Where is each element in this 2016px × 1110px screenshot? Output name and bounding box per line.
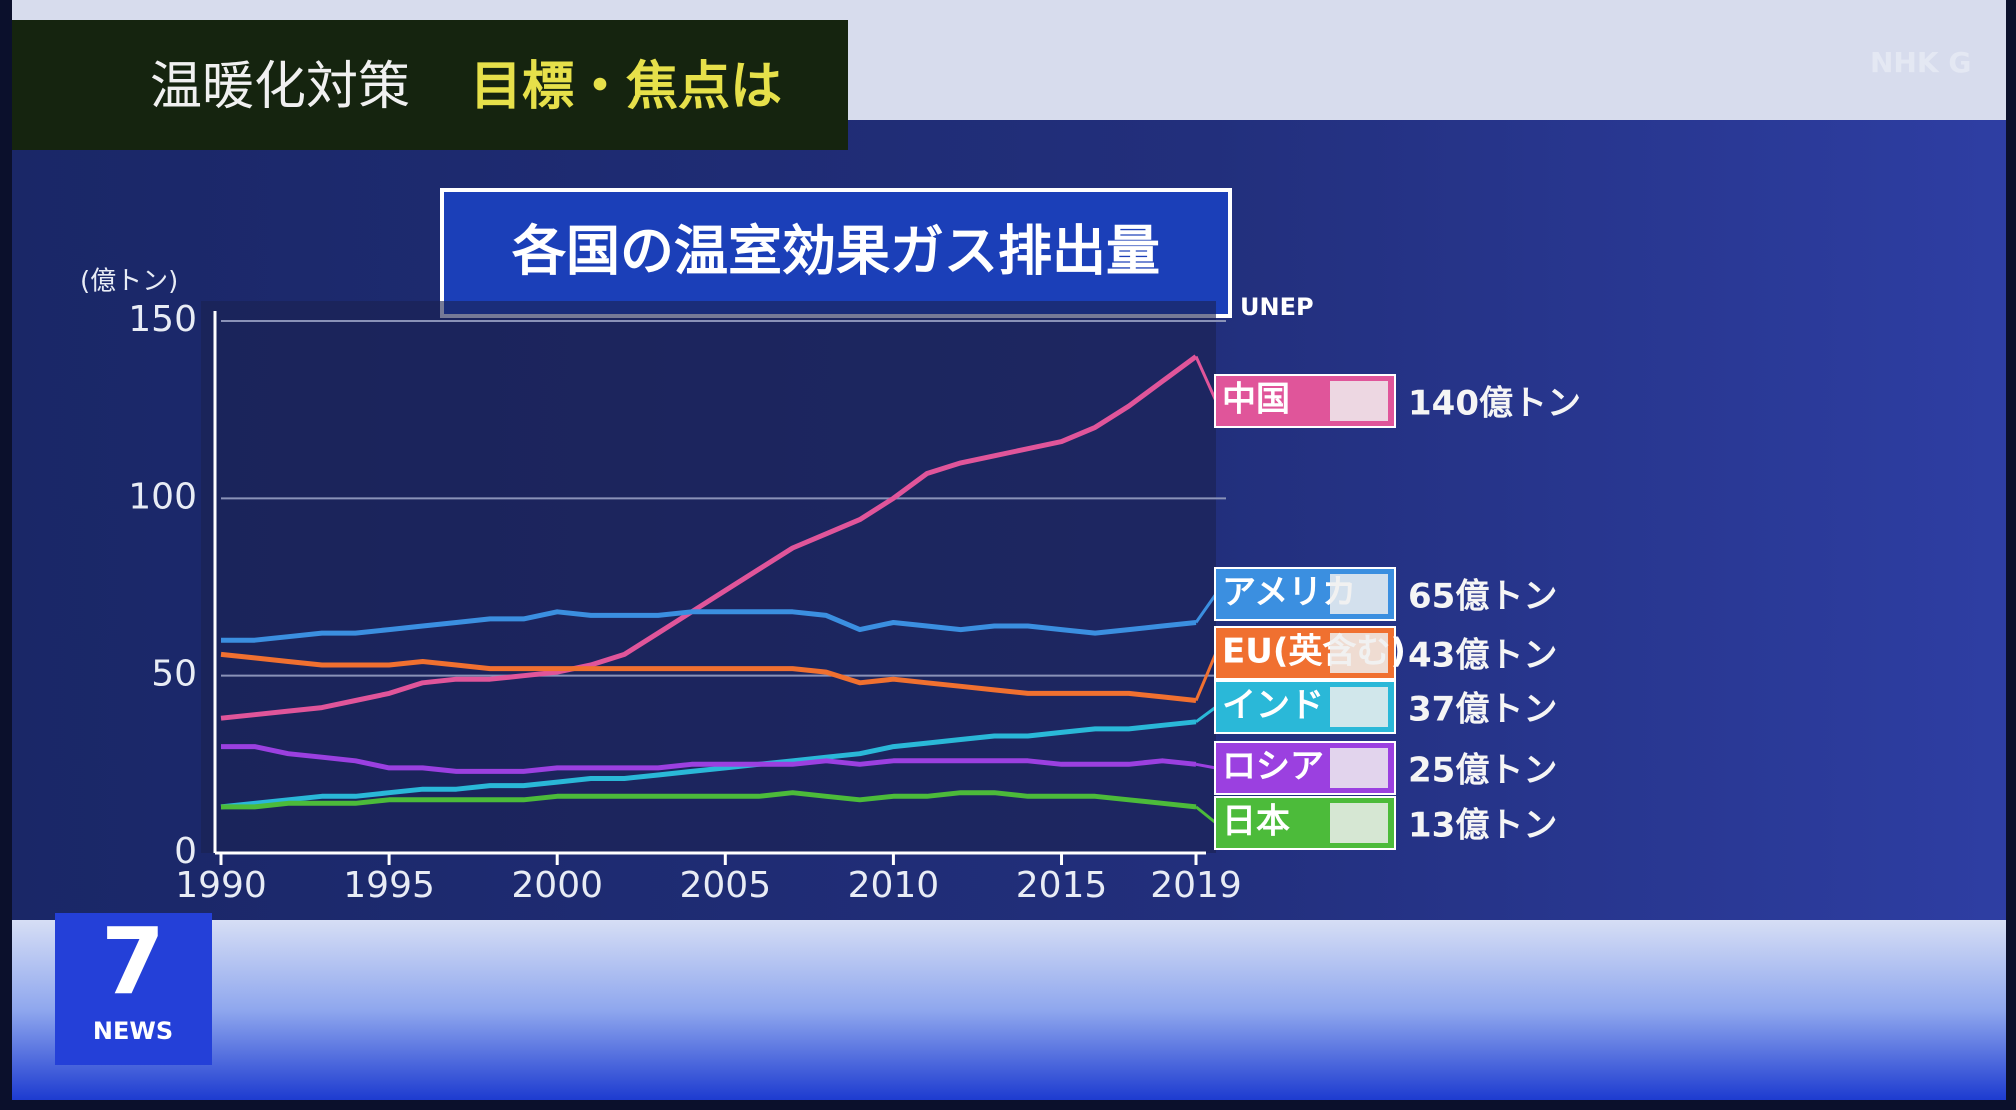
value-label: 25億トン: [1408, 751, 1557, 791]
value-label: 13億トン: [1408, 806, 1557, 846]
flag: [1330, 381, 1388, 421]
series-line: [220, 651, 1197, 703]
connector: [1195, 705, 1217, 723]
x-tick-label: 1995: [343, 865, 435, 906]
y-tick-label: 150: [128, 299, 197, 340]
series-line: [221, 790, 1197, 810]
y-axis-label: (億トン): [80, 267, 178, 297]
header-title: 温暖化対策: [150, 57, 410, 117]
value-label: 43億トン: [1408, 636, 1557, 676]
x-tick-label: 2019: [1150, 865, 1242, 906]
x-tick-label: 2010: [848, 865, 940, 906]
header-highlight: 目標・焦点は: [470, 57, 782, 117]
plot: 0 50 100 150 1990 1995 2000 2005 2010 2015 2019 中国 1…: [128, 299, 1581, 906]
chart-title: 各国の温室効果ガス排出量: [512, 220, 1160, 283]
legend-label: ロシア: [1222, 747, 1324, 787]
flag: [1330, 748, 1388, 788]
legend-label: 中国: [1222, 380, 1290, 420]
connector: [1194, 593, 1218, 624]
series-line: [220, 719, 1197, 810]
x-tick-label: 2000: [511, 865, 603, 906]
series-line: [221, 744, 1197, 774]
flag: [1330, 803, 1388, 843]
connector: [1195, 762, 1217, 770]
x-tick-label: 1990: [175, 865, 267, 906]
series-line: [221, 609, 1197, 643]
value-label: 37億トン: [1408, 690, 1557, 730]
logo-number: 7: [101, 908, 165, 1015]
legend-label: インド: [1222, 686, 1324, 726]
x-tick-label: 2005: [679, 865, 771, 906]
y-tick-label: 100: [128, 476, 197, 517]
source: UNEP: [1240, 293, 1314, 321]
value-label: 140億トン: [1408, 384, 1581, 424]
x-tick-label: 2015: [1016, 865, 1108, 906]
floor: [12, 920, 2006, 1100]
y-tick-label: 50: [151, 654, 197, 695]
logo-text: NEWS: [93, 1017, 173, 1045]
connector: [1194, 652, 1218, 702]
value-label: 65億トン: [1408, 577, 1557, 617]
connector: [1195, 805, 1217, 825]
legend-label: 日本: [1222, 802, 1290, 842]
flag: [1330, 574, 1388, 614]
flag: [1330, 687, 1388, 727]
y-tick-label: 0: [174, 831, 197, 872]
connector: [1194, 355, 1218, 402]
flag: [1330, 633, 1388, 673]
series-line: [220, 354, 1198, 721]
header-band: [12, 20, 848, 150]
logo-box: [55, 913, 212, 1065]
watermark: NHK G: [1870, 46, 1971, 79]
title-box: [440, 188, 1232, 318]
